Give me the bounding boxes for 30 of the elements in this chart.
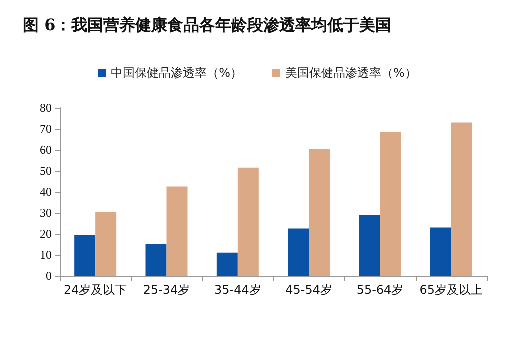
- y-tick-label: 20: [40, 227, 52, 241]
- bar: [380, 132, 402, 276]
- y-tick-label: 80: [40, 101, 52, 115]
- y-tick-label: 60: [40, 143, 52, 157]
- bar: [96, 212, 117, 276]
- legend-label: 美国保健品渗透率（%）: [286, 66, 417, 80]
- bar: [216, 252, 238, 276]
- legend-label: 中国保健品渗透率（%）: [111, 66, 243, 80]
- y-tick-label: 0: [46, 269, 52, 283]
- bar: [166, 186, 188, 276]
- bar: [309, 148, 330, 276]
- x-tick-label: 45-54岁: [286, 283, 333, 297]
- y-tick-label: 50: [40, 164, 52, 178]
- x-tick-label: 35-44岁: [214, 283, 262, 297]
- bar: [74, 235, 96, 276]
- x-tick-label: 65岁及以上: [420, 283, 484, 297]
- chart-title: 图 6：我国营养健康食品各年龄段渗透率均低于美国: [23, 16, 392, 34]
- y-tick-label: 10: [40, 248, 52, 262]
- bar: [430, 228, 452, 276]
- y-tick-label: 70: [40, 122, 52, 136]
- y-tick-label: 40: [40, 185, 52, 199]
- x-tick-label: 55-64岁: [356, 283, 404, 297]
- bar: [451, 122, 472, 276]
- bar: [288, 228, 310, 276]
- bar: [146, 244, 167, 276]
- x-tick-label: 24岁及以下: [64, 283, 128, 297]
- x-tick-label: 25-34岁: [143, 283, 190, 297]
- bar: [238, 168, 259, 276]
- y-tick-label: 30: [40, 206, 52, 220]
- bar: [359, 215, 380, 276]
